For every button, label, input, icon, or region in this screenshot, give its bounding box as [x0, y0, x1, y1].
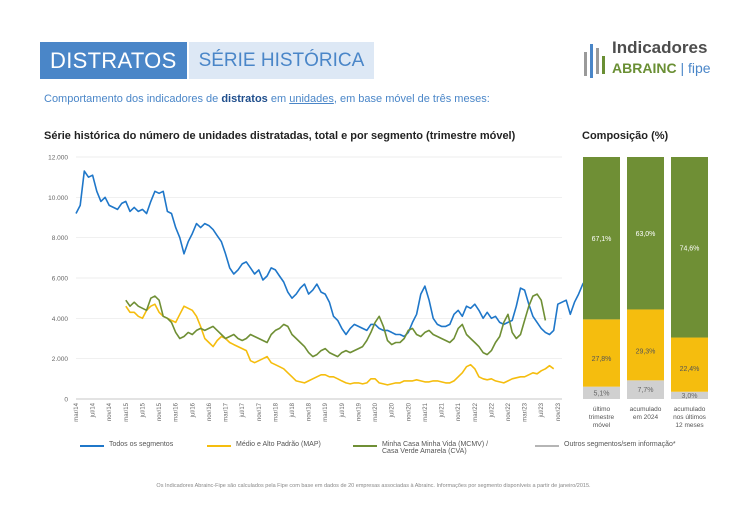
line-chart-title: Série histórica do número de unidades di… — [44, 130, 516, 142]
legend-label-total: Todos os segmentos — [109, 441, 174, 448]
y-tick-label: 8.000 — [52, 235, 69, 242]
intro-mid: em — [267, 93, 290, 105]
x-tick-label: nov/17 — [257, 402, 263, 421]
legend-swatch-total — [80, 445, 104, 447]
bars-logo-icon — [584, 44, 605, 78]
x-tick-label: nov/22 — [506, 402, 512, 421]
x-tick-label: jul/18 — [290, 402, 296, 418]
composition-bar-segment — [671, 157, 708, 338]
composition-bar-segment — [583, 386, 620, 399]
composition-bar-segment — [671, 391, 708, 399]
intro-pre: Comportamento dos indicadores de — [44, 93, 222, 105]
logo-line1: Indicadores — [612, 38, 708, 57]
composition-value-label: 74,6% — [680, 245, 700, 252]
composition-category-label: móvel — [593, 422, 611, 429]
composition-category-label: nos últimos — [673, 414, 707, 421]
x-tick-label: jul/22 — [489, 402, 495, 418]
legend-item-outros: Outros segmentos/sem informação* — [535, 441, 676, 448]
legend-item-mcmv: Minha Casa Minha Vida (MCMV) / Casa Verd… — [353, 441, 503, 455]
logo-abrainc: ABRAINC — [612, 60, 677, 76]
composition-value-label: 7,7% — [638, 387, 654, 394]
composition-value-label: 22,4% — [680, 366, 700, 373]
series-line-2 — [125, 293, 547, 358]
y-tick-label: 2.000 — [52, 356, 69, 363]
composition-value-label: 3,0% — [682, 393, 698, 400]
x-tick-label: nov/18 — [307, 402, 313, 421]
y-tick-label: 6.000 — [52, 276, 69, 283]
x-tick-label: mar/18 — [273, 402, 279, 421]
footnote: Os Indicadores Abrainc-Fipe são calculad… — [156, 483, 591, 489]
composition-category-label: acumulado — [630, 406, 662, 413]
composition-category-label: trimestre — [589, 414, 615, 421]
composition-category-label: último — [593, 406, 611, 413]
x-tick-label: jul/20 — [390, 402, 396, 418]
x-tick-label: nov/20 — [406, 402, 412, 421]
x-tick-label: nov/19 — [356, 402, 362, 421]
x-tick-label: jul/15 — [140, 402, 146, 418]
legend-swatch-outros — [535, 445, 559, 447]
x-tick-label: jul/17 — [240, 402, 246, 418]
x-tick-label: mar/15 — [124, 402, 130, 421]
page-title: DISTRATOS — [40, 42, 187, 79]
x-tick-label: nov/15 — [157, 402, 163, 421]
logo-line2: ABRAINC | fipe — [612, 60, 711, 76]
page-subtitle-box: SÉRIE HISTÓRICA — [188, 42, 375, 79]
x-tick-label: mar/22 — [473, 402, 479, 421]
series-line-1 — [125, 303, 555, 386]
x-tick-label: mar/14 — [74, 402, 80, 421]
legend-label-map: Médio e Alto Padrão (MAP) — [236, 441, 321, 448]
x-tick-label: jul/21 — [440, 402, 446, 418]
x-tick-label: mar/21 — [423, 402, 429, 421]
composition-bar-segment — [583, 157, 620, 320]
composition-category-label: 12 meses — [675, 422, 704, 429]
composition-bar-segment — [627, 309, 664, 381]
x-tick-label: jul/19 — [340, 402, 346, 418]
x-tick-label: nov/14 — [107, 402, 113, 421]
y-tick-label: 12.000 — [48, 155, 68, 162]
composition-value-label: 63,0% — [636, 231, 656, 238]
composition-chart-title: Composição (%) — [582, 130, 669, 142]
page-banner: DISTRATOS SÉRIE HISTÓRICA — [40, 42, 375, 79]
x-tick-label: mar/19 — [323, 402, 329, 421]
x-tick-label: nov/23 — [556, 402, 562, 421]
composition-value-label: 29,3% — [636, 348, 656, 355]
y-tick-label: 0 — [64, 397, 68, 404]
legend-label-outros: Outros segmentos/sem informação* — [564, 441, 676, 448]
composition-bar-segment — [583, 319, 620, 387]
composition-bar-segment — [671, 337, 708, 392]
intro-text: Comportamento dos indicadores de distrat… — [44, 93, 490, 105]
x-tick-label: nov/21 — [456, 402, 462, 421]
x-tick-label: mar/23 — [523, 402, 529, 421]
x-tick-label: mar/20 — [373, 402, 379, 421]
legend-label-mcmv: Minha Casa Minha Vida (MCMV) / Casa Verd… — [382, 441, 489, 455]
x-tick-label: jul/16 — [190, 402, 196, 418]
legend-item-total: Todos os segmentos — [80, 441, 173, 448]
composition-category-label: em 2024 — [633, 414, 659, 421]
y-tick-label: 4.000 — [52, 316, 69, 323]
y-tick-label: 10.000 — [48, 195, 68, 202]
legend-swatch-map — [207, 445, 231, 447]
intro-underlined: unidades — [289, 93, 334, 105]
indicadores-abrainc-fipe-logo: Indicadores ABRAINC | fipe — [582, 36, 722, 84]
x-tick-label: nov/16 — [207, 402, 213, 421]
composition-value-label: 67,1% — [592, 236, 612, 243]
x-tick-label: jul/23 — [539, 402, 545, 418]
logo-fipe: | fipe — [676, 60, 711, 76]
intro-post: , em base móvel de três meses: — [333, 93, 490, 105]
x-tick-label: mar/16 — [174, 402, 180, 421]
composition-value-label: 27,8% — [592, 356, 612, 363]
x-tick-label: jul/14 — [91, 402, 97, 418]
series-line-0 — [75, 170, 605, 338]
intro-bold: distratos — [221, 93, 268, 105]
composition-bar-segment — [627, 380, 664, 399]
composition-bar-segment — [627, 157, 664, 310]
composition-category-label: acumulado — [674, 406, 706, 413]
legend-item-map: Médio e Alto Padrão (MAP) — [207, 441, 321, 448]
composition-value-label: 5,1% — [594, 390, 610, 397]
x-tick-label: mar/17 — [224, 402, 230, 421]
legend-swatch-mcmv — [353, 445, 377, 447]
